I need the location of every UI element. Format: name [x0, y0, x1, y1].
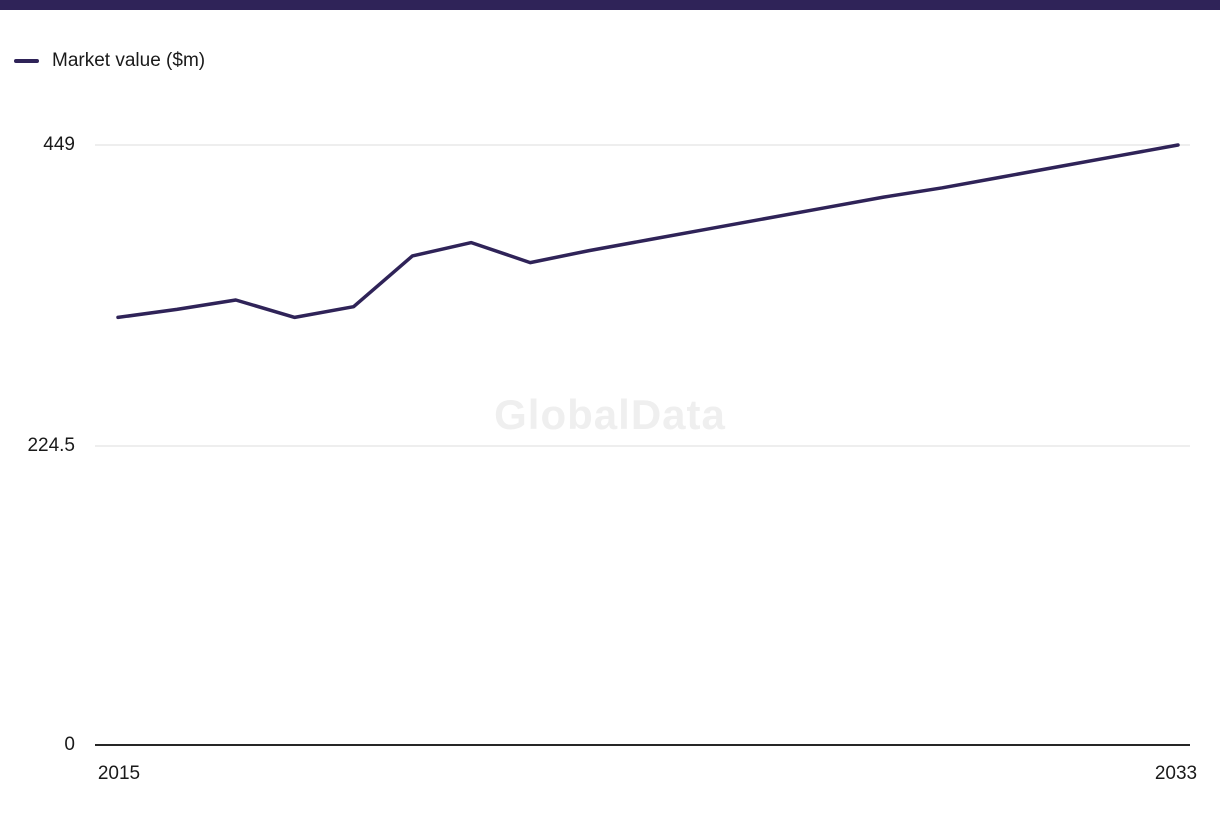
ytick-label-224-5: 224.5	[27, 435, 75, 456]
chart-legend[interactable]: Market value ($m)	[14, 50, 205, 72]
market-value-line	[116, 143, 1180, 320]
ytick-label-0: 0	[64, 734, 75, 755]
xtick-label-2015: 2015	[97, 763, 141, 784]
globaldata-watermark: GlobalData	[494, 391, 726, 438]
ytick-label-449: 449	[43, 134, 75, 155]
xtick-label-2033: 2033	[1154, 763, 1198, 784]
legend-label: Market value ($m)	[52, 50, 206, 71]
brand-top-bar	[0, 0, 1220, 10]
legend-line-marker	[14, 59, 39, 63]
